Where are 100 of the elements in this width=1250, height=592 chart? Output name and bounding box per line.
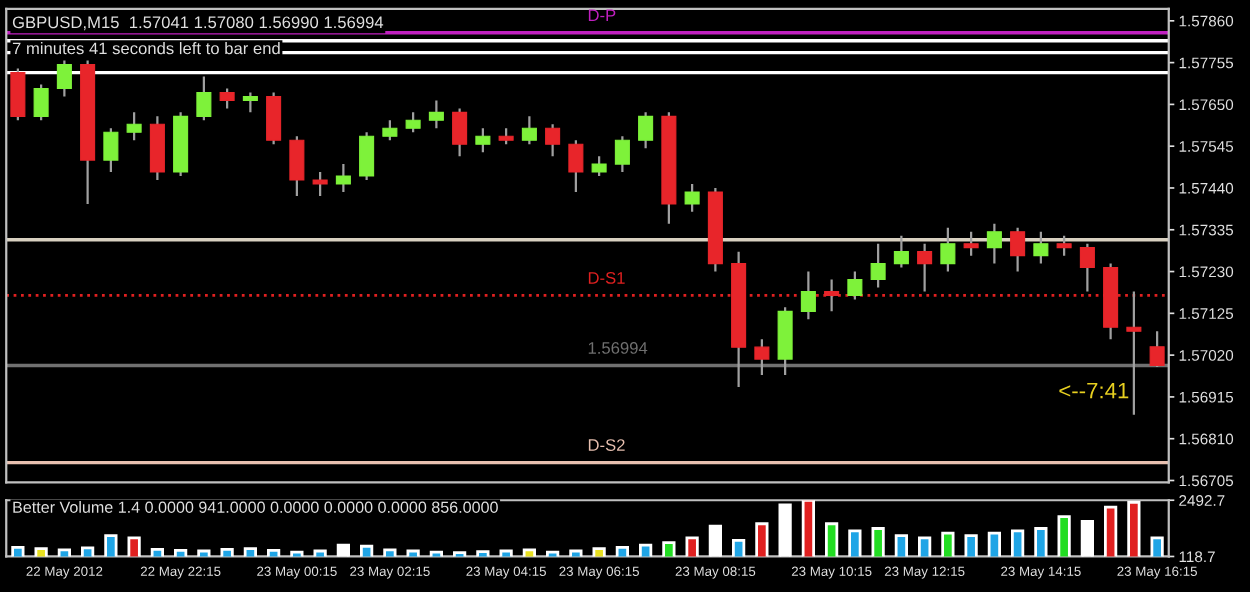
candlestick: [56, 59, 72, 98]
candlestick: [754, 338, 770, 377]
chart-title: GBPUSD,M15 1.57041 1.57080 1.56990 1.56994: [12, 16, 384, 31]
candlestick: [289, 135, 305, 198]
bar: [290, 550, 304, 557]
candlestick: [312, 170, 328, 198]
candlestick: [242, 91, 258, 114]
bar: [11, 546, 25, 557]
candlestick: [266, 91, 282, 146]
candlestick: [777, 306, 793, 377]
text: 7 minutes 41 seconds left to bar end: [12, 42, 280, 55]
ref-line-label: 1.56994: [588, 342, 648, 354]
bar: [546, 550, 560, 557]
bar: [476, 550, 490, 557]
candlestick: [359, 131, 375, 182]
candlestick: [1010, 226, 1026, 273]
candlestick: [893, 234, 909, 269]
candlestick: [149, 115, 165, 182]
bar: [662, 541, 676, 557]
bar: [313, 549, 327, 557]
bar: [174, 548, 188, 557]
candlestick: [940, 226, 956, 273]
bar: [1057, 515, 1071, 557]
candlestick: [1056, 234, 1072, 257]
annotation: <--7:41: [1059, 382, 1129, 399]
bar: [871, 527, 885, 557]
bar: [685, 536, 699, 557]
chart-title: Better Volume 1.4 0.0000 941.0000 0.0000 0.0000 0.0000 856.0000: [13, 501, 498, 513]
candlestick: [1126, 290, 1142, 416]
candlestick: [196, 75, 212, 122]
bar: [406, 549, 420, 557]
bar: [778, 503, 792, 557]
bar: [1034, 527, 1048, 557]
candlestick: [1079, 242, 1095, 293]
candlestick: [963, 230, 979, 257]
candlestick: [917, 242, 933, 293]
candlestick: [405, 111, 421, 134]
candlestick: [452, 107, 468, 158]
bar: [918, 536, 932, 557]
ref-line-label: D-S2: [588, 439, 625, 451]
bar: [732, 538, 746, 557]
bar: [964, 534, 978, 557]
candlestick: [568, 139, 584, 194]
bar: [848, 529, 862, 557]
bar: [801, 500, 815, 557]
candlestick: [428, 99, 444, 130]
candlestick: [638, 111, 654, 150]
bar: [755, 522, 769, 557]
bar: [429, 550, 443, 557]
bar: [894, 534, 908, 557]
bar: [243, 547, 257, 557]
bar: [1011, 529, 1025, 557]
bar: [104, 534, 118, 557]
ref-line-label: D-S1: [588, 272, 625, 284]
candlestick: [614, 135, 630, 174]
candlestick: [1149, 330, 1165, 369]
candlestick: [103, 127, 119, 174]
bar: [220, 547, 234, 557]
candlestick: [986, 222, 1002, 265]
bar: [522, 548, 536, 557]
bar: [267, 548, 281, 557]
candlestick: [591, 155, 607, 178]
bar: [941, 531, 955, 557]
candlestick: [219, 87, 235, 110]
bar: [34, 547, 48, 557]
candlestick: [335, 162, 351, 194]
bar: [1104, 505, 1118, 557]
bar: [150, 547, 164, 557]
bar: [639, 543, 653, 557]
bar: [987, 531, 1001, 557]
candlestick: [475, 127, 491, 154]
candlestick: [545, 123, 561, 158]
candlestick: [870, 242, 886, 289]
bar: [708, 524, 722, 557]
bar: [57, 548, 71, 557]
candlestick: [684, 182, 700, 213]
candlestick: [847, 270, 863, 301]
candlestick: [1033, 230, 1049, 265]
candlestick: [382, 119, 398, 142]
bar: [453, 551, 467, 557]
candlestick: [33, 83, 49, 122]
bar: [127, 536, 141, 557]
bar: [615, 546, 629, 557]
candlestick: [10, 67, 26, 122]
bar: [1150, 536, 1164, 557]
bar: [569, 549, 583, 557]
candlestick: [800, 270, 816, 321]
bar: [1127, 501, 1141, 557]
bar: [825, 522, 839, 557]
bar: [197, 549, 211, 557]
bar: [592, 547, 606, 557]
bar: [499, 549, 513, 557]
bar: [81, 546, 95, 557]
bar: [383, 548, 397, 557]
bar: [360, 544, 374, 557]
ref-line-label: D-P: [588, 9, 616, 21]
bar: [1080, 520, 1094, 557]
bar: [336, 543, 350, 557]
candlestick: [521, 115, 537, 146]
candlestick: [126, 111, 142, 142]
